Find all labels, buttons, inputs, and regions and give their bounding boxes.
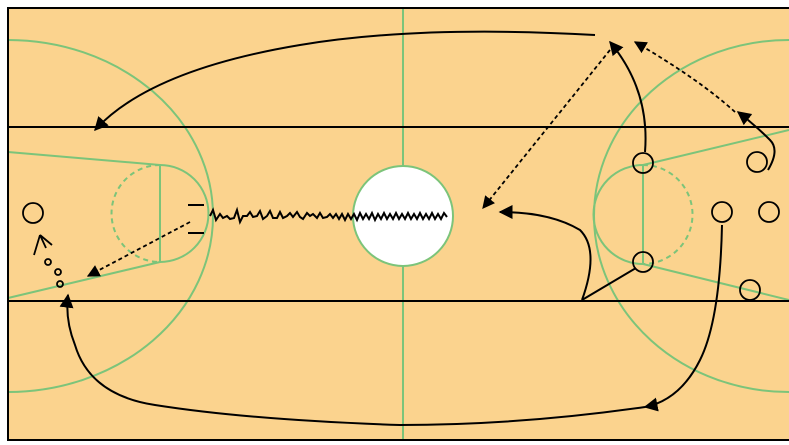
movement-arrows <box>59 30 776 427</box>
players <box>22 151 780 301</box>
